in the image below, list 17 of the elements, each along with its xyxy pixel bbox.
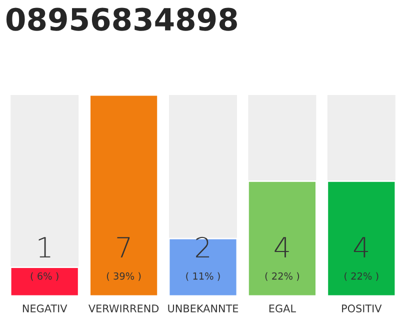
chart-title: 08956834898 xyxy=(6,8,237,31)
annotation: ( 39% ) xyxy=(106,272,141,281)
data-label: 4 xyxy=(274,237,289,258)
x-tick-label: EGAL xyxy=(269,304,296,312)
data-label: 7 xyxy=(117,237,130,258)
annotation: ( 6% ) xyxy=(30,272,58,281)
x-tick-label: UNBEKANNTE xyxy=(168,304,238,312)
data-label: 2 xyxy=(196,236,210,258)
x-tick-label: NEGATIV xyxy=(22,304,68,312)
x-tick-label: VERWIRREND xyxy=(88,304,159,312)
annotation: ( 22% ) xyxy=(344,272,378,281)
data-label: 4 xyxy=(354,237,368,258)
annotation: ( 11% ) xyxy=(186,272,220,281)
data-label: 1 xyxy=(38,237,50,258)
bar xyxy=(10,266,80,296)
x-tick-label: POSITIV xyxy=(342,304,382,312)
annotation: ( 22% ) xyxy=(265,272,300,281)
